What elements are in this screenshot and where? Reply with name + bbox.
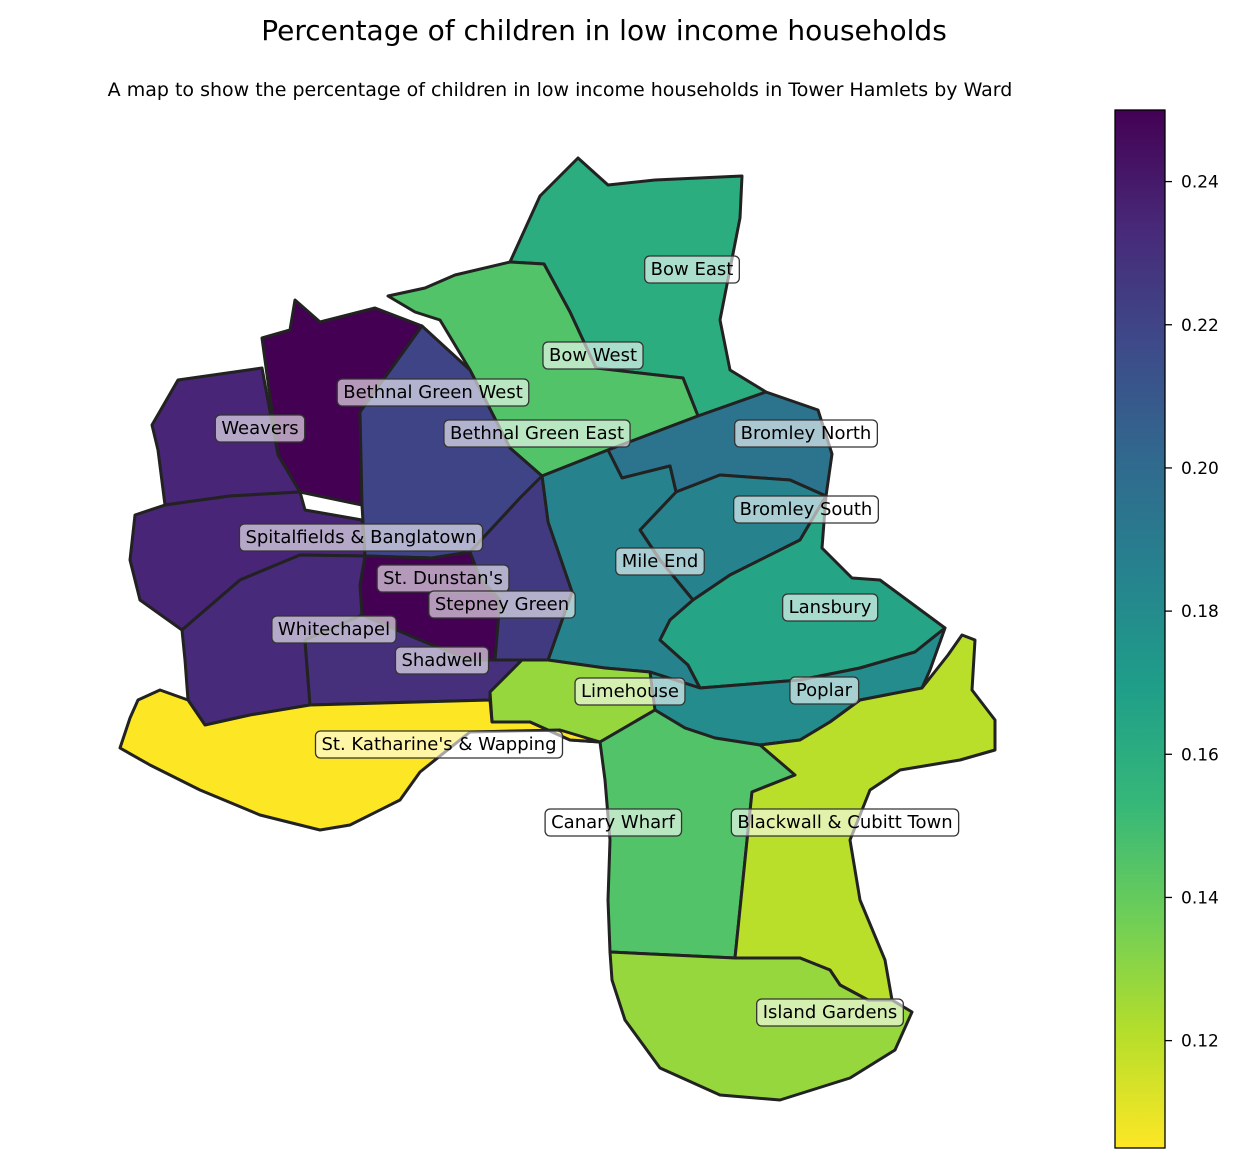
colorbar-tick-label: 0.14	[1181, 888, 1219, 908]
ward-label-text: Bethnal Green East	[450, 423, 624, 444]
ward-label-text: Mile End	[622, 551, 699, 572]
ward-label-box	[789, 676, 860, 705]
ward-label-text: Bow East	[651, 259, 734, 280]
ward-label-text: Bromley North	[741, 423, 872, 444]
ward-label-text: Bethnal Green West	[343, 382, 523, 403]
ward-label-weavers: Weavers	[214, 414, 306, 443]
ward-label-bromley-north: Bromley North	[733, 419, 879, 448]
colorbar-bar	[1114, 109, 1166, 1149]
colorbar-tick-label: 0.12	[1181, 1032, 1219, 1052]
ward-label-box	[314, 730, 564, 759]
ward-label-bow-west: Bow West	[542, 341, 644, 370]
wards-layer	[118, 156, 997, 1102]
ward-label-box	[394, 646, 490, 675]
ward-label-box	[428, 590, 576, 619]
ward-label-mile-end: Mile End	[615, 547, 705, 576]
ward-st-katharines[interactable]	[118, 688, 602, 832]
ward-label-blackwall: Blackwall & Cubitt Town	[730, 808, 960, 837]
ward-labels-layer: Bow East Bow West Bethnal Green West Bethna…	[214, 255, 960, 1027]
ward-label-whitechapel: Whitechapel	[271, 615, 397, 644]
ward-label-bromley-south: Bromley South	[733, 495, 879, 524]
ward-label-box	[733, 495, 879, 524]
colorbar-tick-label: 0.18	[1181, 602, 1219, 622]
ward-label-box	[271, 615, 397, 644]
ward-label-box	[615, 547, 705, 576]
colorbar-tick-label: 0.20	[1181, 459, 1219, 479]
ward-label-box	[756, 998, 904, 1027]
ward-label-text: Weavers	[221, 418, 298, 439]
ward-label-text: Poplar	[796, 680, 853, 701]
ward-label-bethnal-green-west: Bethnal Green West	[336, 378, 530, 407]
map-subtitle: A map to show the percentage of children…	[108, 79, 1013, 101]
ward-label-text: Limehouse	[581, 681, 679, 702]
ward-label-text: Island Gardens	[763, 1002, 898, 1023]
map-title: Percentage of children in low income hou…	[261, 14, 947, 47]
colorbar-tick-label: 0.22	[1181, 316, 1219, 336]
ward-label-bethnal-green-east: Bethnal Green East	[443, 419, 631, 448]
ward-label-text: Whitechapel	[278, 619, 390, 640]
ward-label-st-dunstans: St. Dunstan's	[376, 564, 510, 593]
ward-label-st-katharines: St. Katharine's & Wapping	[314, 730, 564, 759]
colorbar-tick-label: 0.16	[1181, 745, 1219, 765]
ward-label-box	[730, 808, 960, 837]
ward-label-box	[733, 419, 879, 448]
ward-label-bow-east: Bow East	[644, 255, 740, 284]
ward-label-box	[644, 255, 740, 284]
colorbar-tick-label: 0.24	[1181, 173, 1219, 193]
ward-label-text: Bromley South	[740, 499, 873, 520]
ward-label-text: Bow West	[549, 345, 637, 366]
colorbar: 0.12 0.14 0.16 0.18 0.20 0.22 0.24	[1114, 109, 1219, 1149]
ward-label-box	[443, 419, 631, 448]
ward-label-box	[781, 593, 879, 622]
ward-label-box	[238, 523, 484, 552]
ward-label-poplar: Poplar	[789, 676, 860, 705]
ward-label-box	[214, 414, 306, 443]
ward-label-box	[544, 808, 683, 837]
ward-label-canary-wharf: Canary Wharf	[544, 808, 683, 837]
ward-label-text: Stepney Green	[435, 594, 569, 615]
ward-label-island-gardens: Island Gardens	[756, 998, 904, 1027]
colorbar-ticks: 0.12 0.14 0.16 0.18 0.20 0.22 0.24	[1165, 173, 1219, 1052]
ward-label-text: Blackwall & Cubitt Town	[737, 812, 952, 833]
ward-label-text: Spitalfields & Banglatown	[245, 527, 476, 548]
ward-label-text: Lansbury	[789, 597, 872, 618]
ward-label-limehouse: Limehouse	[574, 677, 686, 706]
ward-label-spitalfields: Spitalfields & Banglatown	[238, 523, 484, 552]
ward-label-box	[336, 378, 530, 407]
ward-label-box	[542, 341, 644, 370]
ward-label-text: Canary Wharf	[551, 812, 675, 833]
ward-label-text: St. Katharine's & Wapping	[322, 734, 557, 755]
ward-label-text: St. Dunstan's	[383, 568, 503, 589]
ward-label-box	[574, 677, 686, 706]
ward-label-text: Shadwell	[401, 650, 482, 671]
ward-label-stepney-green: Stepney Green	[428, 590, 576, 619]
ward-label-lansbury: Lansbury	[781, 593, 879, 622]
ward-label-shadwell: Shadwell	[394, 646, 490, 675]
